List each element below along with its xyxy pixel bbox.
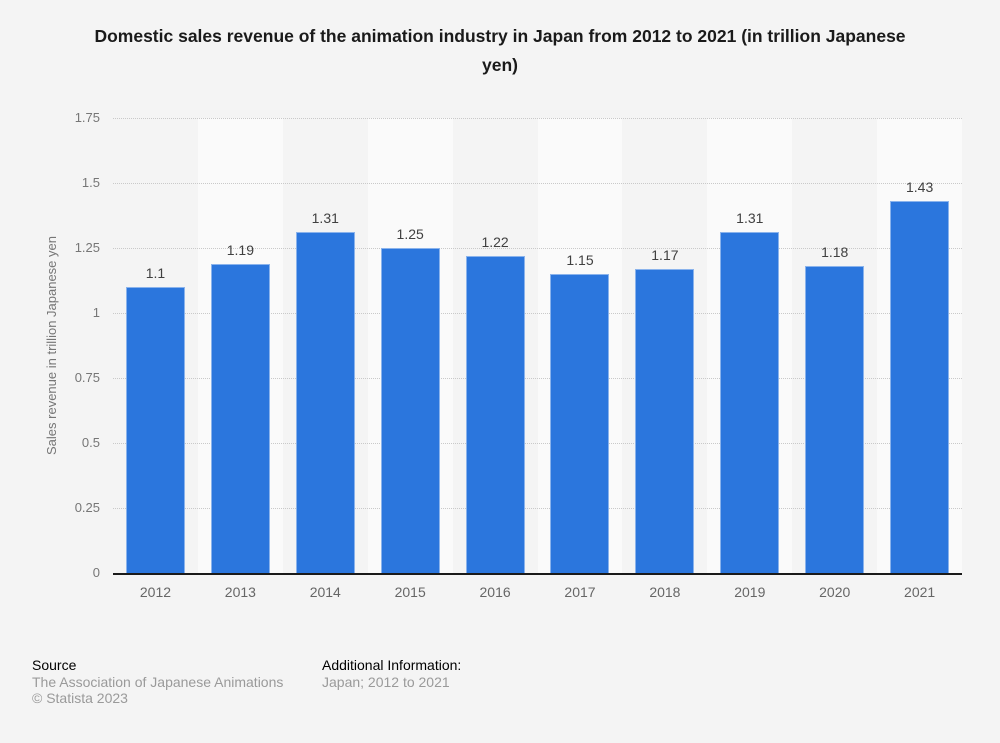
- bar-2015[interactable]: [380, 248, 440, 573]
- bar-2020[interactable]: [805, 266, 865, 573]
- bar-2019[interactable]: [720, 232, 780, 573]
- bar-value-label-2014: 1.31: [311, 210, 339, 227]
- x-axis-label-2019: 2019: [734, 584, 766, 600]
- column-band-2019: 1.31: [707, 118, 793, 573]
- x-axis-label-2021: 2021: [904, 584, 936, 600]
- plot-columns: 1.1 1.19 1.31 1.25 1.22 1.15 1.17 1.31 1.18 1.43: [113, 118, 963, 573]
- bar-value-label-2017: 1.15: [566, 252, 594, 268]
- statista-copyright: © Statista 2023: [32, 690, 128, 706]
- bar-2013[interactable]: [210, 263, 270, 573]
- bar-2012[interactable]: [125, 287, 185, 573]
- column-band-2014: 1.31: [283, 118, 368, 573]
- bar-value-label-2012: 1.1: [145, 265, 166, 281]
- bar-value-label-2019: 1.31: [736, 210, 764, 227]
- bar-value-label-2016: 1.22: [481, 233, 509, 250]
- gridline-1: [113, 313, 962, 314]
- bar-2017[interactable]: [550, 274, 610, 573]
- y-axis-ticks: 1.75 1.5 1.25 1 0.75 0.5 0.25 0: [0, 110, 100, 580]
- x-axis-label-2015: 2015: [394, 584, 426, 600]
- y-tick-label-0: 0: [92, 565, 100, 580]
- chart-title: Domestic sales revenue of the animation …: [0, 22, 1000, 80]
- gridline-1.75: [113, 118, 962, 119]
- x-axis-label-2020: 2020: [819, 584, 851, 600]
- plot-area: 1.1 1.19 1.31 1.25 1.22 1.15 1.17 1.31 1.18 1.43: [113, 118, 963, 575]
- y-tick-label-1: 1: [92, 305, 100, 320]
- bar-value-label-2020: 1.18: [821, 244, 849, 261]
- x-axis-labels: 2012 2013 2014 2015 2016 2017 2018 2019 2020 2021: [113, 584, 962, 600]
- y-tick-label-0.5: 0.5: [81, 435, 100, 450]
- bar-2018[interactable]: [635, 268, 695, 573]
- gridline-0.75: [113, 378, 962, 379]
- additional-info-value: Japan; 2012 to 2021: [322, 674, 450, 690]
- gridline-0.5: [113, 443, 962, 444]
- gridline-0.25: [113, 508, 962, 509]
- x-axis-label-2016: 2016: [479, 584, 511, 600]
- bar-value-label-2018: 1.17: [651, 246, 679, 263]
- column-band-2012: 1.1: [113, 118, 198, 573]
- y-tick-label-1.75: 1.75: [74, 110, 100, 125]
- bar-2016[interactable]: [465, 255, 525, 573]
- footer: Source The Association of Japanese Anima…: [32, 656, 968, 706]
- column-band-2013: 1.19: [197, 118, 283, 573]
- y-tick-label-0.75: 0.75: [74, 370, 100, 385]
- x-axis-label-2013: 2013: [224, 584, 256, 600]
- x-axis-label-2014: 2014: [309, 584, 341, 600]
- x-axis-label-2017: 2017: [564, 584, 596, 600]
- source-name: The Association of Japanese Animations: [32, 674, 284, 690]
- column-band-2021: 1.43: [877, 118, 963, 573]
- chart-title-text: Domestic sales revenue of the animation …: [94, 26, 906, 75]
- column-band-2016: 1.22: [453, 118, 538, 573]
- x-axis-label-2012: 2012: [139, 584, 172, 600]
- gridline-1.25: [113, 248, 962, 249]
- y-tick-label-1.25: 1.25: [74, 240, 100, 255]
- y-tick-label-1.5: 1.5: [81, 175, 100, 190]
- bar-value-label-2013: 1.19: [226, 241, 254, 258]
- bar-2021[interactable]: [890, 201, 950, 573]
- gridline-1.5: [113, 183, 962, 184]
- footer-additional-info-block: Additional Information: Japan; 2012 to 2…: [322, 656, 461, 706]
- column-band-2017: 1.15: [537, 118, 623, 573]
- column-band-2018: 1.17: [622, 118, 707, 573]
- footer-source-block: Source The Association of Japanese Anima…: [32, 656, 322, 706]
- x-axis-label-2018: 2018: [649, 584, 681, 600]
- column-band-2020: 1.18: [792, 118, 877, 573]
- source-label: Source: [32, 657, 77, 673]
- bar-value-label-2021: 1.43: [905, 179, 934, 196]
- y-tick-label-0.25: 0.25: [74, 500, 100, 515]
- bar-2014[interactable]: [295, 232, 355, 573]
- bar-value-label-2015: 1.25: [396, 226, 424, 242]
- column-band-2015: 1.25: [367, 118, 453, 573]
- additional-info-label: Additional Information:: [322, 657, 462, 673]
